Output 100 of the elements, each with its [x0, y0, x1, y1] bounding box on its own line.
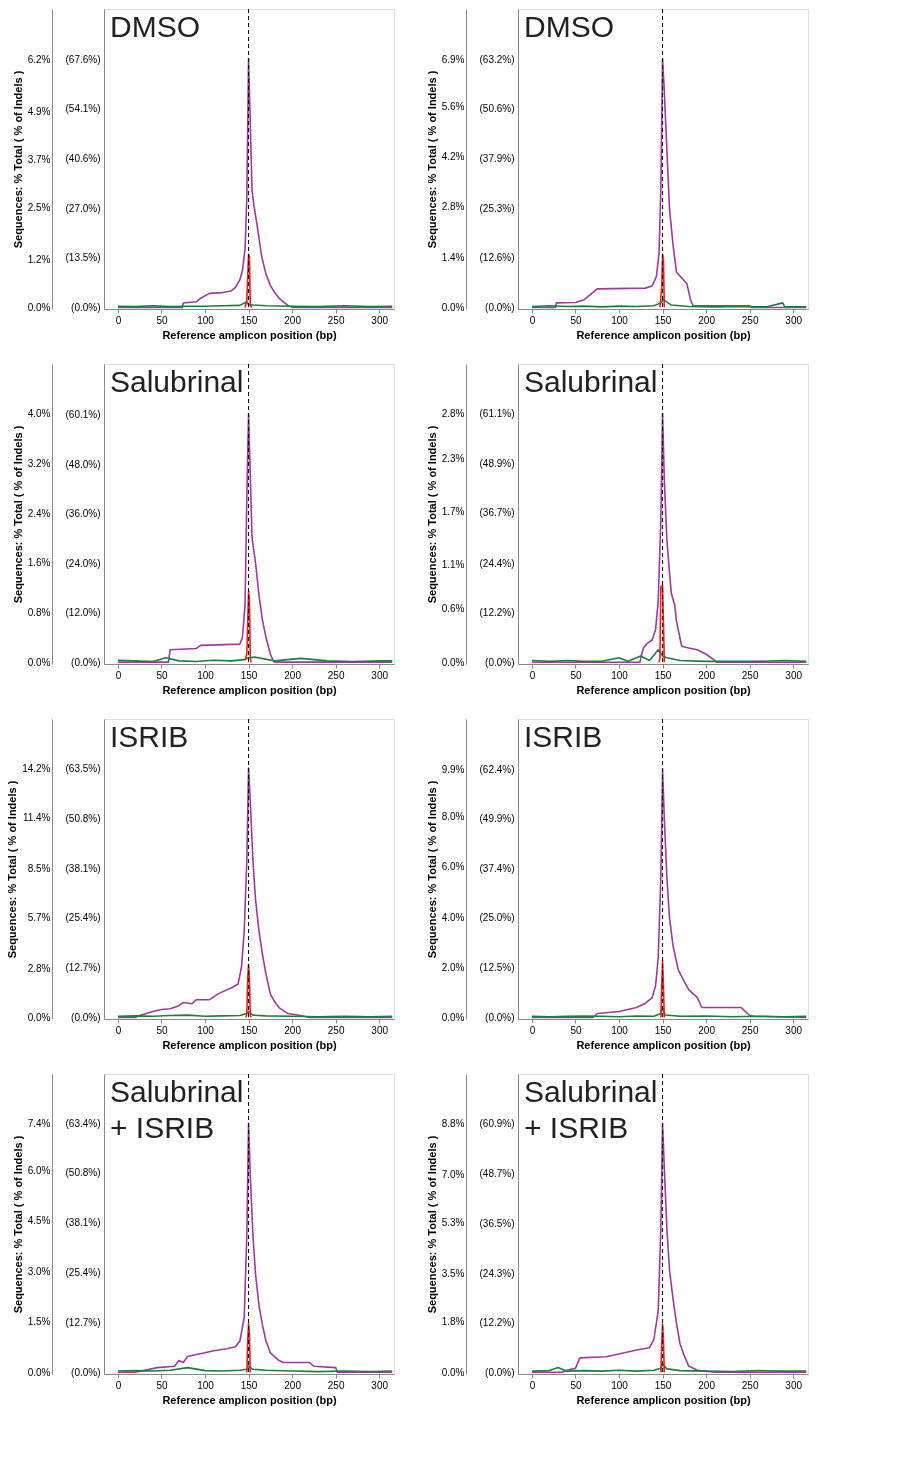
- chart-title: DMSO: [524, 10, 614, 43]
- y2-tick-label: (61.1%): [479, 408, 515, 420]
- x-tick-label: 300: [785, 1379, 803, 1391]
- x-axis-title: Reference amplicon position (bp): [162, 1393, 337, 1406]
- y2-tick-label: (12.2%): [479, 607, 515, 619]
- y2-tick-label: (0.0%): [71, 1366, 101, 1378]
- y-tick-label: 2.4%: [27, 507, 51, 519]
- x-tick-label: 0: [115, 669, 122, 681]
- y-tick-label: 6.2%: [27, 53, 51, 65]
- x-tick-label: 100: [611, 669, 629, 681]
- y2-tick-label: (27.0%): [65, 202, 101, 214]
- chart-title: Salubrinal: [524, 365, 658, 398]
- line-series: [246, 1322, 252, 1374]
- y-tick-label: 5.7%: [27, 911, 51, 923]
- y-tick-label: 2.8%: [441, 201, 465, 213]
- y2-tick-label: (63.5%): [65, 763, 101, 775]
- x-tick-label: 300: [785, 669, 803, 681]
- x-tick-label: 0: [115, 1024, 122, 1036]
- y2-tick-label: (0.0%): [485, 1366, 515, 1378]
- y2-tick-label: (12.7%): [65, 962, 101, 974]
- y-tick-label: 0.8%: [27, 606, 51, 618]
- y2-tick-label: (0.0%): [485, 301, 515, 313]
- y2-tick-label: (0.0%): [71, 656, 101, 668]
- y2-tick-label: (50.6%): [479, 103, 515, 115]
- x-tick-label: 0: [529, 669, 536, 681]
- x-tick-label: 300: [371, 1379, 389, 1391]
- x-tick-label: 150: [654, 1024, 672, 1036]
- y2-tick-label: (12.2%): [479, 1317, 515, 1328]
- x-tick-label: 250: [327, 314, 345, 326]
- y2-tick-label: (67.6%): [65, 53, 101, 65]
- x-tick-label: 300: [371, 314, 389, 326]
- y-tick-label: 2.8%: [441, 408, 465, 420]
- x-tick-label: 150: [240, 1379, 258, 1391]
- x-tick-label: 250: [741, 1379, 759, 1391]
- y2-tick-label: (50.8%): [65, 812, 101, 824]
- y-axis-title: Sequences: % Total ( % of Indels ): [425, 425, 438, 604]
- x-tick-label: 50: [570, 669, 582, 681]
- x-tick-label: 0: [529, 1379, 536, 1391]
- x-tick-label: 50: [156, 1024, 168, 1036]
- y2-tick-label: (25.3%): [479, 202, 515, 214]
- y-tick-label: 3.0%: [27, 1265, 51, 1277]
- line-series: [658, 584, 666, 664]
- x-tick-label: 200: [698, 314, 716, 326]
- x-tick-label: 150: [654, 669, 672, 681]
- x-tick-label: 50: [570, 314, 582, 326]
- y-tick-label: 2.3%: [441, 452, 465, 464]
- x-axis-title: Reference amplicon position (bp): [162, 683, 337, 696]
- x-tick-label: 150: [654, 314, 672, 326]
- y2-tick-label: (24.4%): [479, 557, 515, 569]
- x-axis-title: Reference amplicon position (bp): [162, 328, 337, 341]
- y2-tick-label: (12.7%): [65, 1317, 101, 1329]
- y2-tick-label: (0.0%): [485, 656, 515, 668]
- y2-tick-label: (37.4%): [479, 863, 515, 875]
- y-tick-label: 0.0%: [441, 656, 465, 668]
- y-tick-label: 6.9%: [441, 53, 465, 65]
- x-tick-label: 0: [115, 1379, 122, 1391]
- y2-tick-label: (24.3%): [479, 1267, 515, 1279]
- y2-tick-label: (12.0%): [65, 607, 101, 619]
- y-tick-label: 1.7%: [441, 505, 465, 517]
- chart-title: Salubrinal: [110, 365, 244, 398]
- y-tick-label: 5.6%: [441, 100, 465, 112]
- x-axis-title: Reference amplicon position (bp): [576, 683, 751, 696]
- y2-tick-label: (63.4%): [65, 1117, 101, 1129]
- x-tick-label: 50: [156, 314, 168, 326]
- y-tick-label: 8.5%: [27, 862, 51, 874]
- line-series: [117, 767, 394, 1019]
- y-tick-label: 1.8%: [441, 1315, 465, 1327]
- y-tick-label: 0.6%: [441, 603, 465, 615]
- x-tick-label: 100: [197, 314, 215, 326]
- y-tick-label: 7.4%: [27, 1117, 51, 1129]
- y-tick-label: 0.0%: [27, 301, 51, 313]
- y-axis-title: Sequences: % Total ( % of Indels ): [6, 780, 19, 959]
- y-axis-title: Sequences: % Total ( % of Indels ): [11, 425, 24, 604]
- x-tick-label: 100: [611, 314, 629, 326]
- x-tick-label: 150: [240, 314, 258, 326]
- y-axis-title: Sequences: % Total ( % of Indels ): [11, 1135, 24, 1314]
- x-axis-title: Reference amplicon position (bp): [162, 1038, 337, 1051]
- y2-tick-label: (60.9%): [479, 1117, 515, 1129]
- y-tick-label: 1.2%: [27, 253, 51, 265]
- x-tick-label: 300: [371, 669, 389, 681]
- line-series: [660, 1323, 666, 1374]
- x-tick-label: 250: [741, 314, 759, 326]
- y-tick-label: 0.0%: [441, 1366, 465, 1378]
- x-tick-label: 200: [284, 1024, 302, 1036]
- x-tick-label: 250: [327, 1379, 345, 1391]
- x-tick-label: 50: [570, 1024, 582, 1036]
- x-tick-label: 250: [327, 669, 345, 681]
- y-tick-label: 8.0%: [441, 811, 465, 823]
- x-tick-label: 50: [156, 1379, 168, 1391]
- y-tick-label: 4.9%: [27, 105, 51, 117]
- chart-title: ISRIB: [110, 720, 189, 753]
- x-tick-label: 250: [741, 669, 759, 681]
- y-tick-label: 1.4%: [441, 251, 465, 263]
- y2-tick-label: (36.5%): [479, 1217, 515, 1229]
- y-tick-label: 8.8%: [441, 1117, 465, 1129]
- y-tick-label: 3.2%: [27, 457, 51, 469]
- x-axis-title: Reference amplicon position (bp): [576, 1038, 751, 1051]
- x-tick-label: 300: [785, 314, 803, 326]
- x-tick-label: 50: [570, 1379, 582, 1391]
- y2-tick-label: (24.0%): [65, 557, 101, 569]
